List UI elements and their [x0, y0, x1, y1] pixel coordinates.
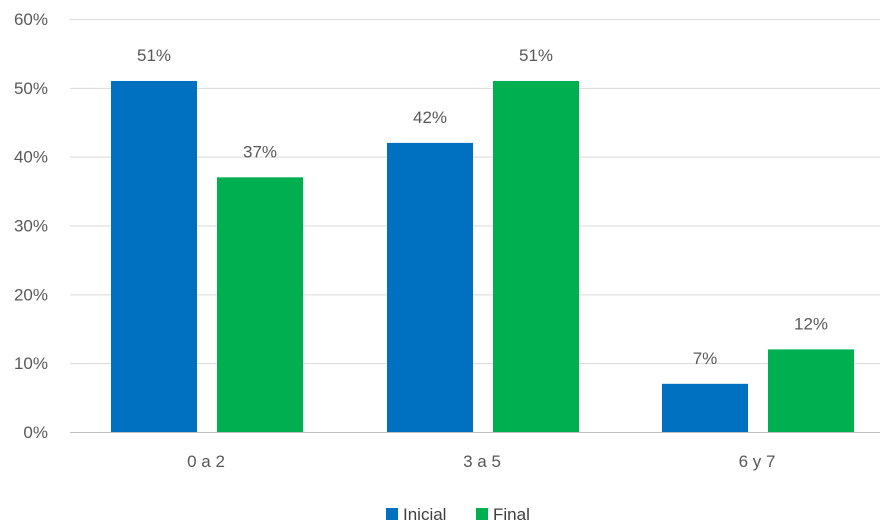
y-tick-label: 20% — [14, 285, 48, 304]
y-tick-label: 10% — [14, 354, 48, 373]
data-label: 51% — [519, 46, 553, 65]
y-tick-label: 50% — [14, 79, 48, 98]
y-tick-label: 30% — [14, 217, 48, 236]
data-label: 51% — [137, 46, 171, 65]
data-label: 37% — [243, 142, 277, 161]
y-tick-label: 0% — [23, 423, 48, 442]
legend-label: Inicial — [403, 505, 446, 523]
bar-inicial-2 — [662, 383, 748, 432]
bars — [111, 80, 854, 432]
bar-final-1 — [493, 80, 579, 432]
x-category-label: 0 a 2 — [187, 452, 225, 471]
legend: Inicial Final — [386, 505, 530, 523]
legend-item-inicial: Inicial — [386, 505, 446, 523]
bar-inicial-0 — [111, 80, 197, 432]
data-label: 12% — [794, 314, 828, 333]
data-label: 7% — [693, 349, 718, 368]
data-label: 42% — [413, 108, 447, 127]
data-labels: 51% 42% 7% 37% 51% 12% — [137, 46, 828, 368]
legend-label: Final — [493, 505, 530, 523]
bar-final-2 — [768, 349, 854, 432]
y-tick-label: 40% — [14, 148, 48, 167]
x-category-label: 3 a 5 — [463, 452, 501, 471]
gridlines — [70, 19, 880, 433]
legend-swatch — [476, 508, 488, 520]
bar-inicial-1 — [387, 142, 473, 432]
y-axis-tick-labels: 0% 10% 20% 30% 40% 50% 60% — [14, 10, 48, 442]
x-axis-category-labels: 0 a 2 3 a 5 6 y 7 — [187, 452, 775, 471]
y-tick-label: 60% — [14, 10, 48, 29]
legend-swatch — [386, 508, 398, 520]
bar-final-0 — [217, 177, 303, 432]
legend-item-final: Final — [476, 505, 530, 523]
x-category-label: 6 y 7 — [739, 452, 776, 471]
